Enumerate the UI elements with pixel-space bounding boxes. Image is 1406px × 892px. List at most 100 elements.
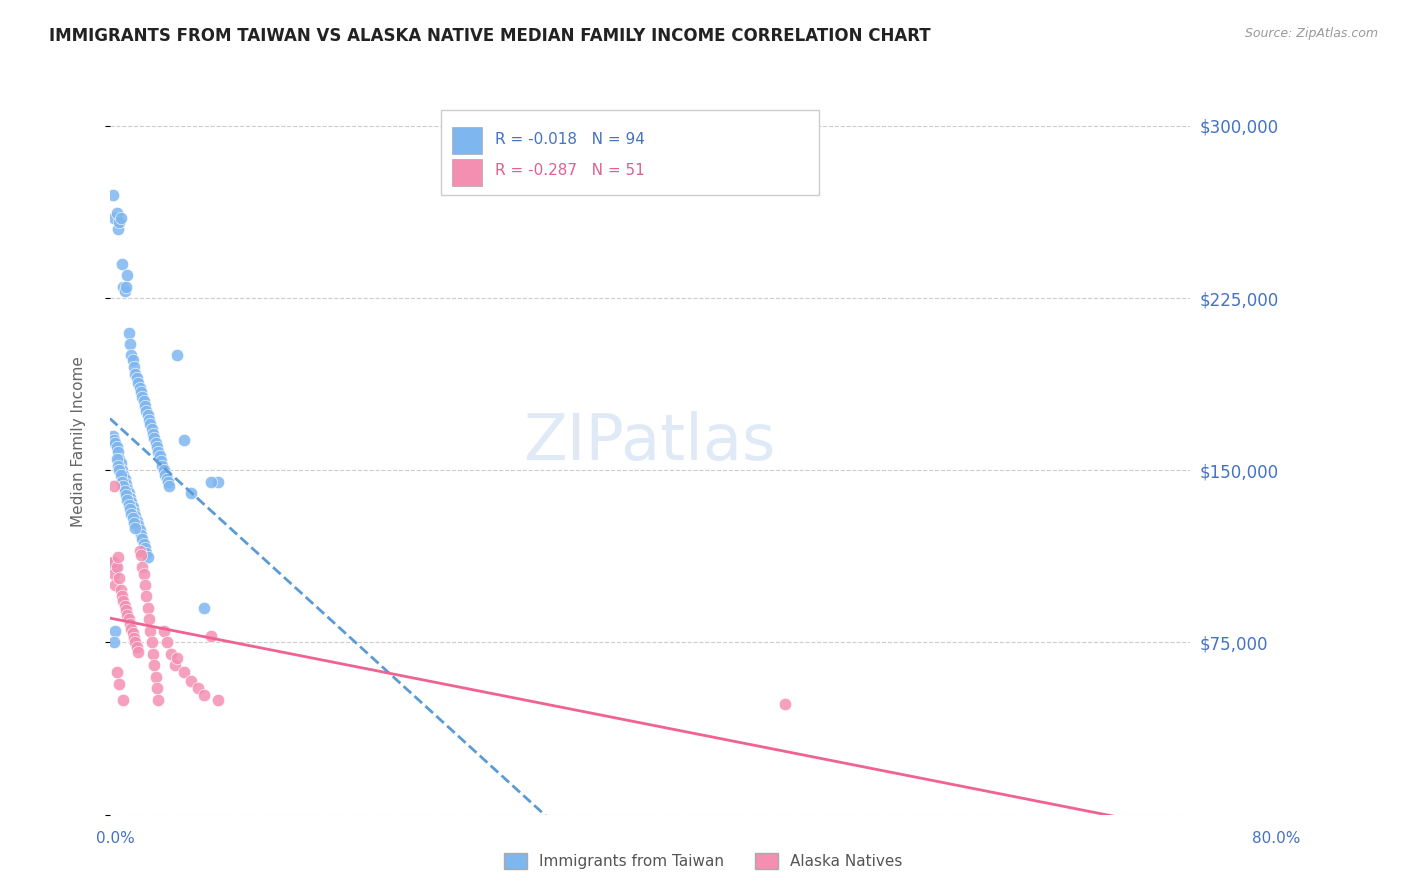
Point xyxy=(124,367,146,381)
Point xyxy=(121,353,143,368)
Point xyxy=(132,394,155,409)
Point xyxy=(103,434,125,448)
Point xyxy=(143,431,166,445)
Point xyxy=(114,284,136,298)
FancyBboxPatch shape xyxy=(441,110,820,195)
Point xyxy=(103,555,125,569)
Point xyxy=(114,472,136,486)
Point xyxy=(104,624,127,638)
Point xyxy=(115,488,138,502)
Point xyxy=(101,429,124,443)
Point xyxy=(125,514,148,528)
Point xyxy=(138,612,160,626)
FancyBboxPatch shape xyxy=(453,159,482,186)
Point xyxy=(773,698,796,712)
Point xyxy=(207,693,229,707)
Point xyxy=(104,559,127,574)
Point xyxy=(120,348,142,362)
Point xyxy=(131,532,153,546)
Point xyxy=(148,445,170,459)
Point xyxy=(156,475,179,489)
Point xyxy=(105,440,128,454)
Point xyxy=(125,640,148,654)
Point xyxy=(200,628,222,642)
Point xyxy=(117,607,139,622)
Point xyxy=(122,631,145,645)
Text: ZIPatlas: ZIPatlas xyxy=(523,410,776,473)
Point xyxy=(121,500,143,514)
Point xyxy=(104,578,127,592)
Point xyxy=(134,578,156,592)
Point xyxy=(111,475,134,489)
Point xyxy=(127,376,149,390)
Point xyxy=(145,670,167,684)
Point xyxy=(155,635,177,649)
Point xyxy=(157,479,180,493)
Point xyxy=(120,622,142,636)
Text: IMMIGRANTS FROM TAIWAN VS ALASKA NATIVE MEDIAN FAMILY INCOME CORRELATION CHART: IMMIGRANTS FROM TAIWAN VS ALASKA NATIVE … xyxy=(49,27,931,45)
Point xyxy=(173,434,195,448)
Point xyxy=(121,511,143,525)
Point xyxy=(104,435,127,450)
Point xyxy=(112,594,135,608)
Point xyxy=(128,381,150,395)
Point xyxy=(110,456,132,470)
Point xyxy=(200,475,222,489)
Point xyxy=(136,408,159,422)
Point xyxy=(117,482,139,496)
Point xyxy=(111,463,134,477)
FancyBboxPatch shape xyxy=(453,128,482,154)
Point xyxy=(128,523,150,537)
Point xyxy=(107,458,129,473)
Point xyxy=(136,601,159,615)
Point xyxy=(111,590,134,604)
Point xyxy=(134,399,156,413)
Point xyxy=(149,450,172,464)
Point xyxy=(131,390,153,404)
Point xyxy=(107,550,129,565)
Text: R = -0.018   N = 94: R = -0.018 N = 94 xyxy=(495,132,645,147)
Point xyxy=(112,279,135,293)
Point xyxy=(108,451,131,466)
Point xyxy=(138,413,160,427)
Point xyxy=(107,445,129,459)
Point xyxy=(118,326,141,340)
Text: 80.0%: 80.0% xyxy=(1253,831,1301,846)
Point xyxy=(108,571,131,585)
Point xyxy=(166,651,188,665)
Point xyxy=(141,422,163,436)
Point xyxy=(118,486,141,500)
Point xyxy=(120,337,142,351)
Point xyxy=(143,658,166,673)
Point xyxy=(112,467,135,482)
Point xyxy=(110,211,132,225)
Point xyxy=(128,543,150,558)
Point xyxy=(180,486,202,500)
Point xyxy=(146,681,169,696)
Point xyxy=(105,206,128,220)
Point xyxy=(103,635,125,649)
Point xyxy=(187,681,209,696)
Text: 0.0%: 0.0% xyxy=(96,831,135,846)
Point xyxy=(131,559,153,574)
Point xyxy=(127,518,149,533)
Point xyxy=(124,509,146,524)
Point xyxy=(129,385,152,400)
Point xyxy=(145,435,167,450)
Legend: Immigrants from Taiwan, Alaska Natives: Immigrants from Taiwan, Alaska Natives xyxy=(498,847,908,875)
Point xyxy=(207,475,229,489)
Point xyxy=(112,693,135,707)
Point xyxy=(114,483,136,498)
Point xyxy=(115,477,138,491)
Point xyxy=(101,555,124,569)
Point xyxy=(122,359,145,374)
Point xyxy=(117,493,139,508)
Point xyxy=(129,527,152,541)
Point xyxy=(120,507,142,521)
Point xyxy=(108,215,131,229)
Point xyxy=(129,548,152,562)
Point xyxy=(105,451,128,466)
Point xyxy=(120,495,142,509)
Point xyxy=(153,463,176,477)
Point xyxy=(120,502,142,516)
